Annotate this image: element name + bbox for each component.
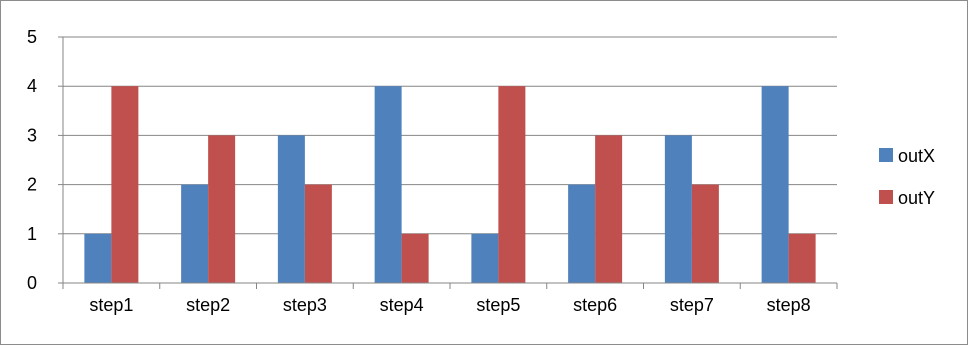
bar-outX-step4 — [374, 86, 402, 283]
bar-outY-step7 — [691, 184, 719, 283]
bar-outY-step1 — [111, 86, 139, 283]
bar-outX-step6 — [568, 184, 596, 283]
bar-outY-step8 — [788, 233, 816, 283]
x-axis: step1 step2 step3 step4 step5 step6 step7 step8 — [62, 282, 838, 315]
x-tick-label: step1 — [89, 295, 133, 315]
x-tick-label: step8 — [767, 295, 811, 315]
legend-swatch-outY — [879, 190, 893, 204]
x-tick-label: step5 — [476, 295, 520, 315]
bar-outY-step3 — [304, 184, 332, 283]
y-tick-label: 1 — [27, 224, 37, 244]
bar-outY-step6 — [595, 135, 623, 283]
legend-label-outY: outY — [898, 188, 935, 208]
x-tick-label: step2 — [186, 295, 230, 315]
y-axis-ticks: 0 1 2 3 4 5 — [27, 27, 64, 293]
bars — [84, 86, 816, 283]
y-tick-label: 3 — [27, 125, 37, 145]
bar-outY-step4 — [401, 233, 429, 283]
y-tick-label: 5 — [27, 27, 37, 47]
gridlines — [63, 36, 837, 284]
x-tick-label: step7 — [670, 295, 714, 315]
bar-outX-step8 — [761, 86, 789, 283]
x-tick-label: step3 — [283, 295, 327, 315]
legend-label-outX: outX — [898, 146, 935, 166]
x-tick-label: step4 — [380, 295, 424, 315]
bar-outY-step2 — [208, 135, 236, 283]
legend: outX outY — [879, 146, 935, 208]
x-tick-label: step6 — [573, 295, 617, 315]
bar-outX-step7 — [664, 135, 692, 283]
bar-outX-step2 — [181, 184, 209, 283]
bar-outY-step5 — [498, 86, 526, 283]
bar-outX-step1 — [84, 233, 112, 283]
legend-swatch-outX — [879, 148, 893, 162]
y-tick-label: 0 — [27, 273, 37, 293]
y-tick-label: 2 — [27, 175, 37, 195]
bar-outX-step5 — [471, 233, 499, 283]
y-tick-label: 4 — [27, 76, 37, 96]
bar-outX-step3 — [277, 135, 305, 283]
